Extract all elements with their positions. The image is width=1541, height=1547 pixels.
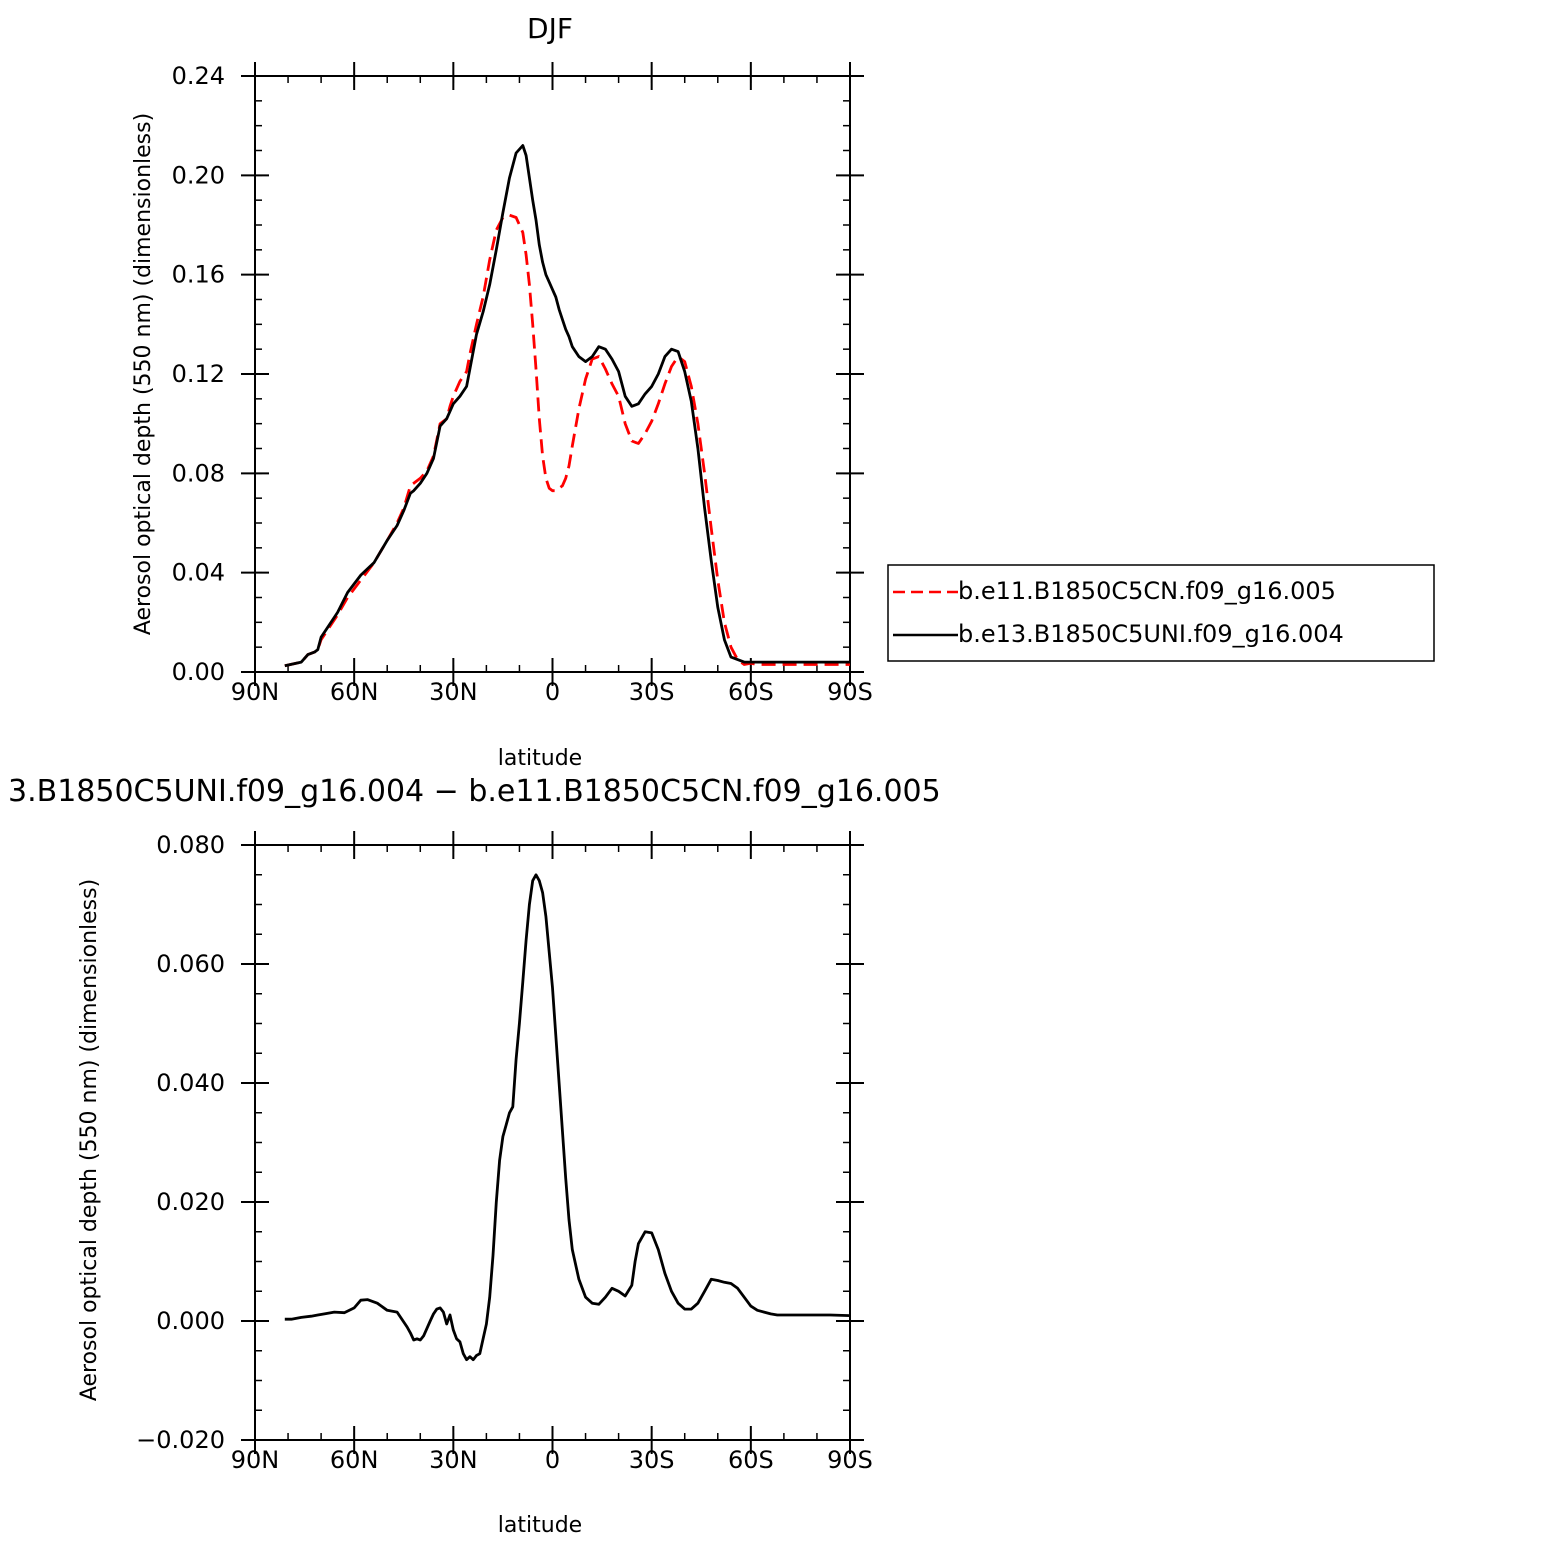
top-series-line-2: [284, 144, 850, 668]
bottom-x-axis-label: latitude: [498, 1513, 582, 1538]
bottom-x-tick-label: 30N: [429, 1446, 478, 1474]
bottom-series-line-1: [284, 873, 851, 1362]
top-x-tick-label: 90N: [231, 678, 280, 706]
bottom-y-tick-label: 0.000: [156, 1307, 225, 1335]
top-y-tick-label: 0.12: [172, 360, 225, 388]
bottom-x-tick-label: 0: [545, 1446, 560, 1474]
top-series-lines: [284, 144, 850, 668]
top-y-axis-label: Aerosol optical depth (550 nm) (dimensio…: [131, 113, 156, 635]
legend-label-1: b.e11.B1850C5CN.f09_g16.005: [958, 577, 1336, 605]
bottom-axis-ticks: 90N 60N 30N 0 30S 60S 90S −0.020 0.000 0.020 0.040…: [136, 831, 873, 1474]
top-panel: DJF 90N 60N 30N 0 30S 60S 90S 0.00 0.04 0.08 0.12 0…: [131, 12, 873, 771]
top-series-line-1: [284, 213, 850, 668]
top-y-tick-label: 0.24: [172, 62, 225, 90]
bottom-y-axis-label: Aerosol optical depth (550 nm) (dimensio…: [77, 879, 102, 1401]
top-x-axis-label: latitude: [498, 746, 582, 771]
bottom-x-tick-label: 30S: [629, 1446, 675, 1474]
bottom-chart-title: 3.B1850C5UNI.f09_g16.004 − b.e11.B1850C5…: [8, 774, 941, 809]
top-x-tick-label: 30S: [629, 678, 675, 706]
bottom-x-tick-label: 60N: [330, 1446, 379, 1474]
legend-box: [887, 564, 1435, 662]
bottom-y-tick-label: 0.080: [156, 831, 225, 859]
legend-label-2: b.e13.B1850C5UNI.f09_g16.004: [958, 620, 1344, 648]
bottom-x-tick-label: 60S: [728, 1446, 774, 1474]
top-x-tick-label: 30N: [429, 678, 478, 706]
bottom-series-lines: [284, 873, 851, 1362]
top-y-tick-label: 0.00: [172, 658, 225, 686]
top-x-tick-label: 90S: [827, 678, 873, 706]
bottom-y-tick-label: 0.020: [156, 1188, 225, 1216]
top-y-tick-label: 0.20: [172, 161, 225, 189]
bottom-x-tick-label: 90N: [231, 1446, 280, 1474]
bottom-y-tick-label: 0.040: [156, 1069, 225, 1097]
top-x-tick-label: 60S: [728, 678, 774, 706]
top-chart-title: DJF: [527, 12, 573, 45]
legend: b.e11.B1850C5CN.f09_g16.005 b.e13.B1850C…: [887, 564, 1435, 662]
top-y-tick-label: 0.16: [172, 261, 225, 289]
bottom-y-tick-label: 0.060: [156, 950, 225, 978]
top-y-tick-label: 0.08: [172, 459, 225, 487]
bottom-panel: 3.B1850C5UNI.f09_g16.004 − b.e11.B1850C5…: [8, 774, 941, 1538]
bottom-y-tick-label: −0.020: [136, 1426, 225, 1454]
bottom-x-tick-label: 90S: [827, 1446, 873, 1474]
top-axis-ticks: 90N 60N 30N 0 30S 60S 90S 0.00 0.04 0.08 0.12 0.16 0…: [172, 62, 873, 706]
top-plot-frame: [254, 75, 851, 673]
top-x-tick-label: 60N: [330, 678, 379, 706]
bottom-plot-frame: [254, 844, 851, 1441]
top-y-tick-label: 0.04: [172, 559, 225, 587]
top-x-tick-label: 0: [545, 678, 560, 706]
